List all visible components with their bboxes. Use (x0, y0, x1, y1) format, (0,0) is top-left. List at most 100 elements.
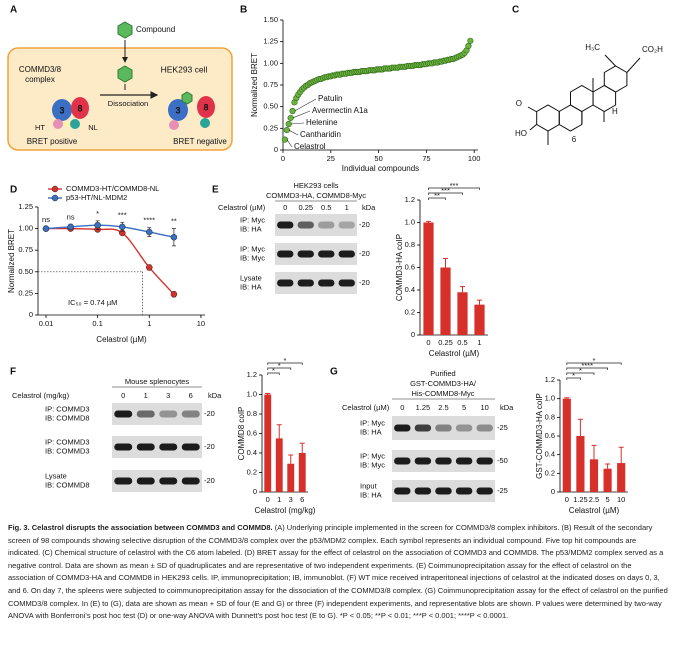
commd8 (71, 97, 89, 119)
x-tick-label: 1 (147, 319, 151, 328)
bar (264, 394, 272, 492)
band (181, 410, 200, 418)
ic50-label: IC₅₀ = 0.74 µM (68, 298, 117, 307)
band (297, 279, 314, 287)
x-tick-label: 2.5 (589, 495, 599, 504)
significance-bracket (566, 367, 608, 370)
band (159, 477, 178, 485)
y-tick-label: 0.8 (247, 409, 257, 418)
label: COMMD3/8 (19, 65, 62, 74)
band (159, 443, 178, 451)
y-axis-label: COMMD3-HA coIP (395, 234, 404, 301)
y-tick-label: 0.8 (545, 412, 555, 421)
y-tick-label: 1.0 (405, 217, 415, 226)
point (146, 228, 153, 236)
band (114, 443, 133, 451)
x-tick-label: 100 (468, 154, 481, 163)
row-label: IP: Myc (240, 244, 265, 253)
row-label: IB: HA (240, 282, 262, 291)
y-tick-label: 0 (551, 487, 555, 496)
y-tick-label: 0.2 (247, 467, 257, 476)
lane-label: 1 (345, 203, 349, 212)
row-label: IB: COMMD3 (45, 446, 90, 455)
ring (536, 104, 560, 132)
bar (562, 398, 571, 492)
x-tick-label: 3 (289, 495, 293, 504)
label: NL (88, 123, 98, 132)
significance: * (572, 371, 575, 380)
y-tick-label: 0.6 (247, 428, 257, 437)
blot-header: His-COMMD8-Myc (412, 389, 475, 398)
error-bar (591, 444, 597, 460)
y-tick-label: 0.4 (405, 285, 415, 294)
y-tick-label: 0 (253, 487, 257, 496)
blot-strip (112, 470, 202, 492)
lane-label: 0 (283, 203, 287, 212)
band (394, 457, 411, 465)
panel-letter: B (240, 5, 247, 16)
row-label: IP: Myc (360, 451, 385, 460)
label: Compound (136, 25, 175, 34)
y-tick-label: 0.25 (18, 288, 33, 297)
lane-label: 0 (400, 403, 404, 412)
significance: * (593, 356, 596, 365)
x-tick-label: 0.25 (438, 338, 453, 347)
panel-letter: F (10, 367, 16, 378)
band (277, 279, 294, 287)
lane-label: 3 (166, 391, 170, 400)
significance: * (272, 366, 275, 375)
significance-bracket (566, 362, 622, 365)
annotation: Helenine (306, 118, 338, 127)
row-label: IB: Myc (360, 460, 385, 469)
x-axis-label: Individual compounds (342, 164, 419, 173)
y-tick-label: 0.4 (545, 450, 555, 459)
row-label: IB: HA (360, 490, 382, 499)
error-bar (605, 463, 611, 469)
point (170, 291, 178, 298)
bar (275, 438, 283, 492)
point (146, 264, 153, 271)
annotation-leader (290, 122, 305, 125)
y-tick-label: 1.2 (405, 195, 415, 204)
x-tick-label: 5 (606, 495, 610, 504)
subunit-label: 3 (59, 105, 64, 115)
bar (298, 453, 306, 492)
y-tick-label: 0.6 (405, 262, 415, 271)
y-tick-label: 1.0 (545, 394, 555, 403)
significance-bracket (428, 192, 463, 195)
bond (527, 106, 538, 113)
lane-label: 2.5 (438, 403, 448, 412)
significance-bracket (566, 372, 595, 375)
ht-tag (53, 119, 63, 129)
significance: ** (434, 191, 440, 200)
band (435, 457, 452, 465)
x-axis-label: Celastrol (µM) (96, 335, 147, 344)
panel-letter: E (212, 185, 219, 196)
blot-strip (275, 243, 357, 265)
panel-letter: D (10, 185, 17, 196)
significance: *** (441, 186, 450, 195)
annotation-leader (288, 129, 299, 136)
band (394, 487, 411, 495)
row-label: IB: COMMD8 (45, 413, 90, 422)
lane-label: 0 (121, 391, 125, 400)
bar (287, 463, 295, 492)
y-axis-label: Normalized BRET (7, 229, 16, 293)
subunit-label: 3 (175, 105, 180, 115)
significance-bracket (267, 372, 280, 375)
lane-label: 5 (462, 403, 466, 412)
kda-label: kDa (362, 203, 376, 212)
y-tick-label: 0.6 (545, 431, 555, 440)
band (136, 477, 155, 485)
band (455, 457, 473, 465)
label: H (612, 107, 618, 116)
y-tick-label: 0.25 (263, 123, 278, 132)
nl-tag (70, 119, 80, 129)
ht-tag (169, 120, 179, 130)
y-tick-label: 1.00 (263, 58, 278, 67)
band (181, 443, 200, 451)
bar (457, 292, 468, 335)
bond (626, 57, 641, 73)
